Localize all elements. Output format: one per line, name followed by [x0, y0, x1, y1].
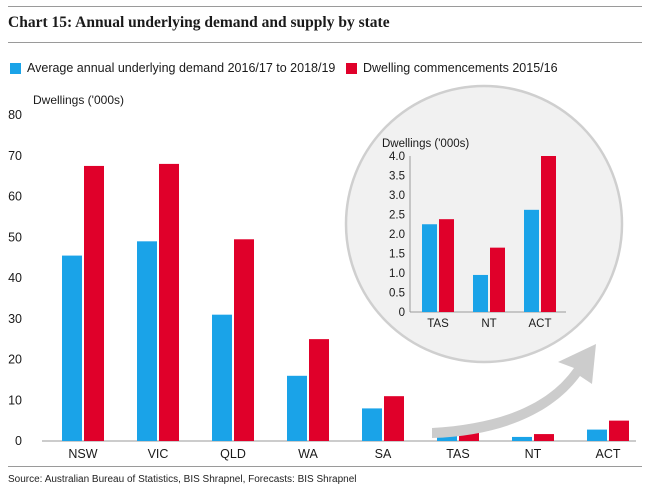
- inset-bar-demand-tas: [422, 224, 437, 312]
- legend-swatch-demand: [10, 62, 21, 74]
- main-x-tick-label: NSW: [68, 447, 97, 461]
- main-x-tick-label: QLD: [220, 447, 246, 461]
- legend-label-demand: Average annual underlying demand 2016/17…: [27, 61, 336, 75]
- inset-x-tick-label: NT: [481, 318, 496, 330]
- main-x-tick-label: VIC: [148, 447, 169, 461]
- main-x-tick-label: TAS: [446, 447, 469, 461]
- main-bar-commencements-vic: [159, 163, 179, 441]
- inset-y-tick-label: 3.5: [389, 171, 405, 183]
- inset-y-tick-label: 1.5: [389, 249, 405, 261]
- inset-y-tick-label: 3.0: [389, 190, 405, 202]
- main-y-tick-label: 30: [8, 312, 22, 326]
- main-bar-commencements-tas: [459, 430, 479, 441]
- main-x-tick-label: WA: [298, 447, 318, 461]
- legend-swatch-commencements: [346, 62, 357, 74]
- footer-rule: [8, 466, 642, 467]
- main-y-tick-label: 60: [8, 190, 22, 204]
- inset-y-axis-label: Dwellings ('000s): [382, 138, 469, 150]
- main-bar-demand-qld: [212, 314, 232, 441]
- inset-x-tick-label: ACT: [529, 318, 552, 330]
- legend-item-commencements: Dwelling commencements 2015/16: [346, 61, 558, 75]
- main-x-tick-label: ACT: [596, 447, 621, 461]
- inset-bar-commencements-nt: [490, 247, 505, 312]
- main-y-tick-label: 40: [8, 271, 22, 285]
- main-bar-demand-nsw: [62, 255, 82, 441]
- chart-title: Chart 15: Annual underlying demand and s…: [8, 14, 390, 31]
- legend-item-demand: Average annual underlying demand 2016/17…: [10, 61, 335, 75]
- main-x-tick-label: NT: [525, 447, 542, 461]
- source-note: Source: Australian Bureau of Statistics,…: [8, 474, 357, 485]
- main-bar-commencements-act: [609, 420, 629, 441]
- main-bar-demand-nt: [512, 436, 532, 441]
- inset-bar-demand-nt: [473, 274, 488, 312]
- inset-y-tick-label: 2.0: [389, 229, 405, 241]
- inset-bar-commencements-tas: [439, 219, 454, 312]
- main-bar-commencements-nt: [534, 434, 554, 441]
- legend-label-commencements: Dwelling commencements 2015/16: [363, 61, 558, 75]
- main-bar-commencements-wa: [309, 339, 329, 441]
- main-y-tick-label: 70: [8, 149, 22, 163]
- inset-y-tick-label: 2.5: [389, 210, 405, 222]
- title-rule: [8, 42, 642, 43]
- main-y-tick-label: 50: [8, 230, 22, 244]
- inset-x-tick-label: TAS: [427, 318, 449, 330]
- main-x-tick-label: SA: [375, 447, 392, 461]
- main-y-tick-label: 80: [8, 108, 22, 122]
- main-y-axis-label: Dwellings ('000s): [33, 93, 124, 107]
- zoom-arrow: [432, 344, 596, 438]
- inset-bar-demand-act: [524, 209, 539, 312]
- main-bar-demand-act: [587, 429, 607, 441]
- main-bar-commencements-sa: [384, 396, 404, 441]
- inset-bar-commencements-act: [541, 156, 556, 312]
- main-bar-demand-sa: [362, 408, 382, 441]
- inset-y-tick-label: 1.0: [389, 268, 405, 280]
- top-rule: [8, 6, 642, 7]
- inset-y-tick-label: 4.0: [389, 151, 405, 163]
- main-y-tick-label: 10: [8, 393, 22, 407]
- main-y-tick-label: 0: [15, 434, 22, 448]
- main-y-tick-label: 20: [8, 353, 22, 367]
- main-bar-commencements-nsw: [84, 165, 104, 441]
- main-bar-demand-wa: [287, 375, 307, 441]
- inset-y-tick-label: 0: [399, 307, 405, 319]
- main-bar-commencements-qld: [234, 239, 254, 441]
- main-bar-demand-vic: [137, 241, 157, 441]
- inset-y-tick-label: 0.5: [389, 288, 405, 300]
